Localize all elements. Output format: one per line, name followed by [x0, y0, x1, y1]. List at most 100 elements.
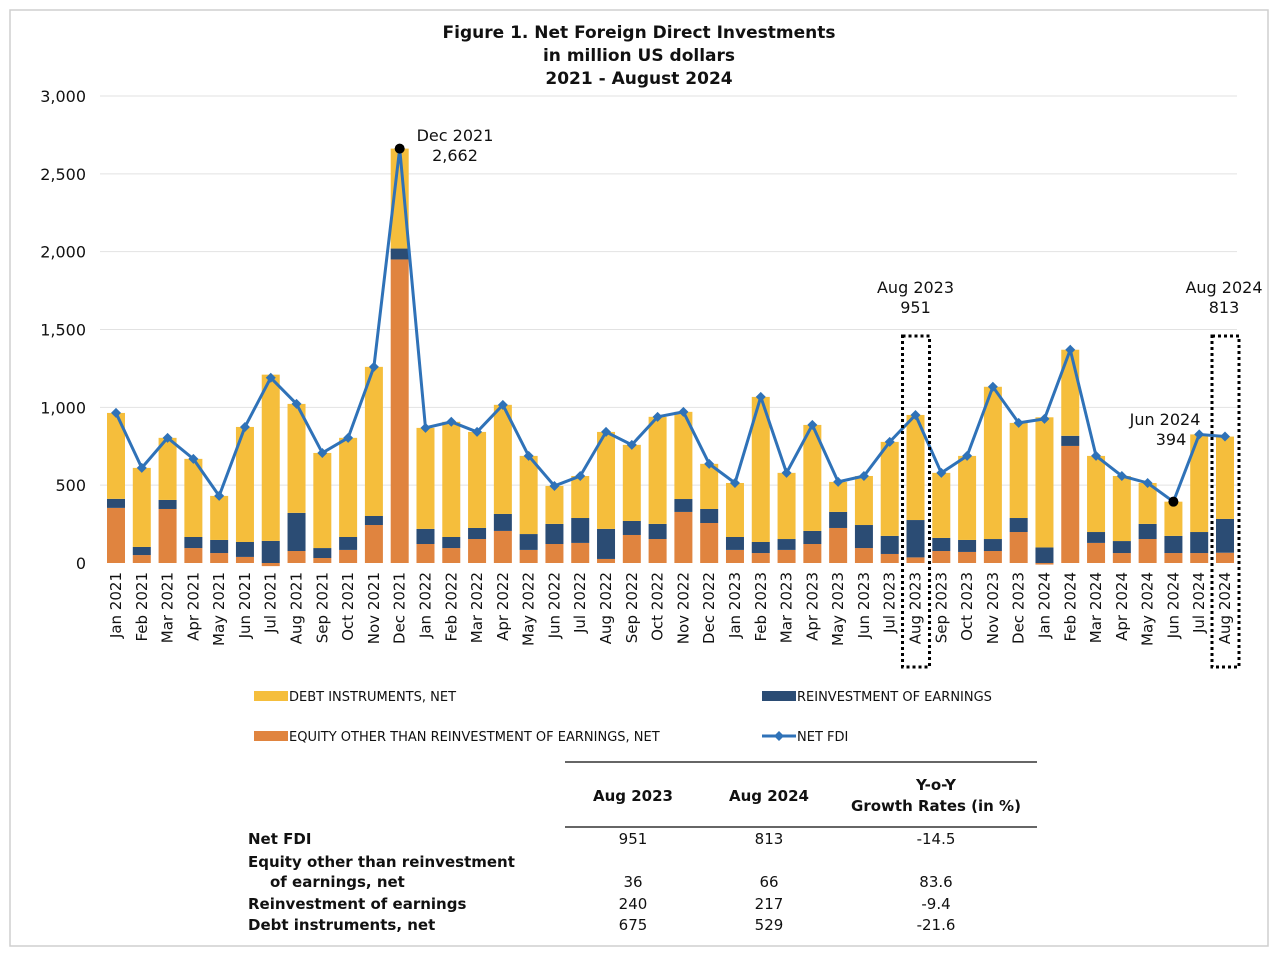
bar-reinvestment [468, 527, 487, 540]
bar-debt [597, 431, 616, 529]
bar-equity [1164, 553, 1183, 563]
x-tick-label: May 2023 [829, 572, 847, 646]
bar-debt [854, 475, 873, 526]
bar-debt [107, 412, 125, 499]
bar-reinvestment [235, 541, 254, 557]
net-fdi-point [497, 399, 508, 410]
legend-marker-net [774, 731, 784, 741]
x-tick-label: Nov 2021 [365, 572, 383, 644]
bar-debt [1216, 436, 1234, 519]
bar-equity [493, 530, 512, 563]
bar-reinvestment [648, 523, 667, 540]
x-tick-label: Jul 2024 [1190, 572, 1208, 634]
bar-debt [1138, 482, 1157, 524]
table-header-growth: Growth Rates (in %) [851, 797, 1021, 815]
y-tick-label: 3,000 [40, 87, 86, 106]
x-tick-label: Oct 2023 [958, 572, 976, 641]
x-tick-label: May 2021 [210, 572, 228, 646]
bar-equity [210, 553, 229, 563]
bar-reinvestment [1035, 547, 1054, 563]
bar-reinvestment [1164, 535, 1183, 554]
bar-reinvestment [261, 540, 280, 563]
bar-reinvestment [803, 530, 822, 545]
net-fdi-point [472, 426, 483, 437]
bar-debt [571, 475, 590, 519]
bar-equity [519, 549, 538, 563]
bar-reinvestment [1009, 518, 1028, 533]
bar-equity [829, 527, 848, 563]
net-fdi-point [652, 411, 663, 422]
bar-reinvestment [364, 515, 383, 526]
x-tick-label: Jan 2024 [1035, 572, 1053, 639]
table-row-label: Debt instruments, net [248, 916, 435, 934]
net-fdi-point [987, 381, 998, 392]
x-tick-label: Oct 2021 [339, 572, 357, 641]
bar-equity [958, 551, 977, 563]
bar-reinvestment [313, 548, 332, 559]
bar-equity [468, 539, 487, 563]
bar-equity [622, 534, 641, 563]
x-tick-label: May 2022 [520, 572, 538, 646]
net-fdi-point [1142, 477, 1153, 488]
bar-reinvestment [339, 537, 358, 550]
bar-equity [1216, 552, 1234, 563]
bar-debt [958, 455, 977, 540]
annotation-box [1210, 334, 1241, 669]
bar-equity [571, 542, 590, 563]
annotation-box [901, 334, 932, 669]
bar-reinvestment [1087, 532, 1106, 543]
table-cell: 240 [619, 895, 648, 913]
net-fdi-point [291, 398, 302, 409]
bar-reinvestment [1061, 435, 1080, 446]
net-fdi-point [549, 480, 560, 491]
net-fdi-point [317, 447, 328, 458]
legend-swatch-reinvestment [762, 691, 796, 701]
bar-debt [648, 416, 667, 524]
bar-equity [597, 558, 616, 563]
x-tick-label: Dec 2023 [1010, 572, 1028, 644]
bar-debt [906, 414, 925, 521]
annotation-value: 813 [1209, 298, 1240, 317]
bar-reinvestment [545, 523, 564, 545]
y-tick-label: 2,000 [40, 243, 86, 262]
net-fdi-point [420, 422, 431, 433]
bar-debt [1112, 475, 1131, 542]
bar-debt [493, 404, 512, 514]
y-tick-label: 0 [76, 554, 86, 573]
bar-debt [777, 472, 796, 540]
x-tick-label: Jun 2021 [236, 572, 254, 639]
x-tick-label: Sep 2021 [313, 572, 331, 643]
bar-debt [364, 366, 383, 516]
x-tick-label: Feb 2024 [1061, 572, 1079, 642]
x-tick-label: Aug 2024 [1216, 572, 1234, 644]
bar-reinvestment [519, 534, 538, 550]
bar-reinvestment [983, 539, 1002, 552]
net-fdi-point [962, 450, 973, 461]
legend-label-debt: DEBT INSTRUMENTS, NET [289, 690, 456, 705]
bar-reinvestment [210, 539, 229, 554]
net-fdi-point [858, 470, 869, 481]
table-cell: 66 [759, 873, 778, 891]
bar-reinvestment [442, 537, 461, 549]
bar-reinvestment [571, 518, 590, 543]
bar-reinvestment [674, 499, 693, 512]
chart-title-line-3: 2021 - August 2024 [545, 69, 732, 89]
table-cell: 217 [755, 895, 784, 913]
table-cell: 529 [755, 916, 784, 934]
x-tick-label: Mar 2021 [159, 572, 177, 643]
bar-reinvestment [932, 537, 951, 552]
x-tick-label: Jan 2023 [726, 572, 744, 639]
bar-debt [1087, 455, 1106, 533]
net-fdi-point [704, 458, 715, 469]
x-tick-label: Apr 2021 [184, 572, 202, 641]
legend-label-reinvestment: REINVESTMENT OF EARNINGS [797, 690, 992, 705]
table-row-label: Equity other than reinvestment [248, 853, 515, 871]
x-tick-label: Jan 2021 [107, 572, 125, 639]
x-tick-label: Aug 2021 [288, 572, 306, 644]
annotation-label: Dec 2021 [417, 126, 494, 145]
bar-reinvestment [287, 512, 306, 552]
net-fdi-point [1091, 450, 1102, 461]
bar-debt [622, 444, 641, 521]
bar-debt [803, 424, 822, 531]
